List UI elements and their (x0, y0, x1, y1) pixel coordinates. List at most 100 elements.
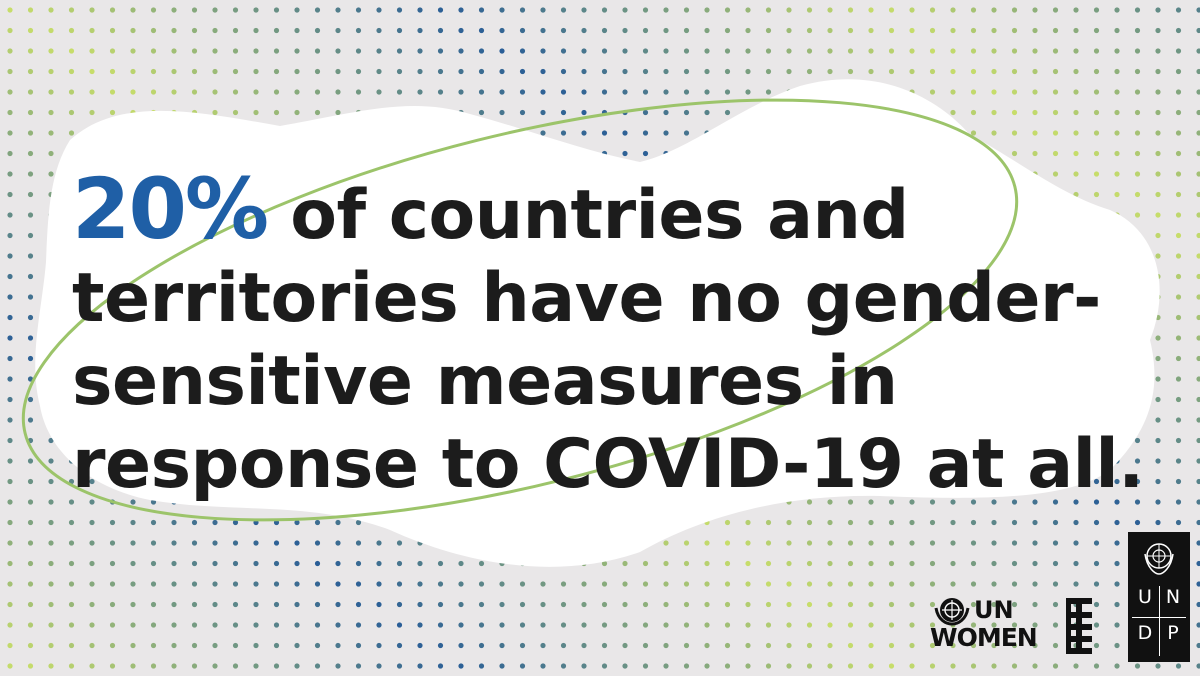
pattern-dot (888, 27, 895, 34)
pattern-dot (1196, 150, 1200, 157)
pattern-dot (212, 27, 218, 34)
pattern-dot (1093, 663, 1100, 669)
pattern-dot (1052, 581, 1059, 587)
pattern-dot (314, 48, 321, 54)
pattern-dot (1052, 150, 1059, 157)
pattern-dot (130, 642, 136, 649)
pattern-dot (335, 642, 341, 649)
pattern-dot (601, 7, 608, 13)
pattern-dot (724, 642, 731, 649)
pattern-dot (294, 581, 300, 587)
pattern-dot (991, 7, 997, 13)
pattern-dot (499, 109, 505, 116)
pattern-dot (868, 663, 874, 669)
pattern-dot (1134, 130, 1141, 136)
pattern-dot (109, 68, 116, 75)
pattern-dot (232, 89, 239, 95)
pattern-dot (499, 642, 505, 649)
undp-letter-n: N (1165, 586, 1181, 608)
pattern-dot (232, 581, 239, 587)
pattern-dot (519, 27, 526, 34)
pattern-dot (130, 663, 136, 669)
pattern-dot (396, 68, 403, 75)
pattern-dot (950, 89, 956, 95)
pattern-dot (581, 27, 587, 34)
pattern-dot (1155, 499, 1161, 505)
pattern-dot (704, 622, 710, 628)
pattern-dot (929, 7, 936, 13)
pattern-dot (355, 642, 362, 649)
pattern-dot (1196, 519, 1200, 526)
pattern-dot (929, 89, 936, 95)
pattern-dot (1114, 581, 1120, 587)
pattern-dot (909, 48, 915, 54)
pattern-dot (1011, 130, 1018, 136)
pattern-dot (622, 48, 628, 54)
pattern-dot (888, 622, 895, 628)
pattern-dot (1073, 48, 1079, 54)
pattern-dot (48, 519, 54, 526)
pattern-dot (1155, 417, 1161, 423)
pattern-dot (560, 601, 567, 608)
pattern-dot (294, 540, 300, 546)
pattern-dot (89, 89, 95, 95)
pattern-dot (950, 642, 956, 649)
pattern-dot (1196, 191, 1200, 198)
pattern-dot (48, 48, 54, 54)
pattern-dot (7, 232, 13, 239)
pattern-dot (786, 68, 792, 75)
pattern-dot (704, 663, 710, 669)
pattern-dot (171, 7, 177, 13)
pattern-dot (1093, 642, 1100, 649)
pattern-dot (1175, 253, 1182, 259)
pattern-dot (991, 499, 997, 505)
un-women-text-women: WOMEN (930, 623, 1038, 652)
pattern-dot (991, 89, 997, 95)
pattern-dot (1175, 314, 1182, 321)
pattern-dot (1093, 499, 1100, 505)
pattern-dot (294, 109, 300, 116)
pattern-dot (540, 89, 546, 95)
pattern-dot (314, 540, 321, 546)
pattern-dot (970, 601, 977, 608)
pattern-dot (335, 581, 341, 587)
pattern-dot (1196, 314, 1200, 321)
pattern-dot (991, 68, 997, 75)
pattern-dot (1073, 581, 1079, 587)
pattern-dot (1011, 68, 1018, 75)
pattern-dot (1093, 191, 1100, 198)
pattern-dot (417, 68, 423, 75)
pattern-dot (27, 171, 34, 177)
pattern-dot (642, 560, 649, 567)
pattern-dot (683, 89, 690, 95)
pattern-dot (929, 560, 936, 567)
pattern-dot (1134, 437, 1141, 444)
pattern-dot (437, 68, 444, 75)
pattern-dot (48, 601, 54, 608)
pattern-dot (1155, 437, 1161, 444)
pattern-dot (868, 581, 874, 587)
pattern-dot (991, 519, 997, 526)
pattern-dot (1155, 171, 1161, 177)
pattern-dot (1093, 519, 1100, 526)
pattern-dot (253, 601, 259, 608)
pattern-dot (27, 130, 34, 136)
pattern-dot (314, 560, 321, 567)
pattern-dot (1032, 130, 1038, 136)
pattern-dot (314, 68, 321, 75)
pattern-dot (478, 601, 485, 608)
pattern-dot (437, 48, 444, 54)
pattern-dot (314, 663, 321, 669)
pattern-dot (601, 622, 608, 628)
pattern-dot (724, 601, 731, 608)
pattern-dot (581, 130, 587, 136)
pattern-dot (929, 581, 936, 587)
pattern-dot (806, 540, 813, 546)
pattern-dot (847, 27, 854, 34)
pattern-dot (191, 622, 198, 628)
pattern-dot (1175, 232, 1182, 239)
pattern-dot (191, 7, 198, 13)
pattern-dot (642, 130, 649, 136)
pattern-dot (130, 519, 136, 526)
pattern-dot (212, 560, 218, 567)
